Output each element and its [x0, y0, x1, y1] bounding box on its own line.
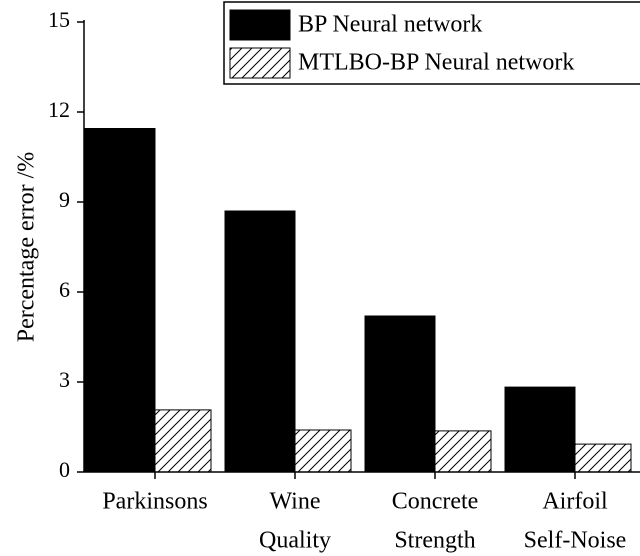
bar [84, 128, 156, 473]
legend-swatch [229, 47, 291, 79]
bar [364, 315, 436, 473]
bar [154, 409, 212, 473]
y-axis-label: Percentage error /% [14, 152, 40, 343]
y-tick-label: 9 [59, 187, 70, 212]
bar [574, 443, 632, 473]
legend-label: MTLBO-BP Neural network [298, 50, 574, 76]
x-tick-label: Wine [269, 489, 320, 515]
y-tick-label: 12 [48, 97, 70, 122]
bar [504, 386, 576, 473]
y-tick-label: 0 [59, 457, 70, 482]
y-tick-label: 15 [48, 7, 70, 32]
bar [224, 210, 296, 473]
legend-box [223, 1, 640, 85]
x-tick-label: Airfoil [542, 489, 608, 515]
bar [434, 430, 492, 473]
x-tick-label: Self-Noise [524, 528, 627, 554]
legend-swatch [229, 9, 291, 41]
x-tick-label: Strength [394, 528, 475, 554]
x-tick-label: Parkinsons [102, 489, 207, 515]
bar [294, 429, 352, 473]
x-tick-label: Concrete [392, 489, 479, 515]
y-tick-label: 6 [59, 277, 70, 302]
legend-label: BP Neural network [298, 12, 482, 38]
x-tick-label: Quality [259, 528, 331, 554]
y-tick-label: 3 [59, 367, 70, 392]
